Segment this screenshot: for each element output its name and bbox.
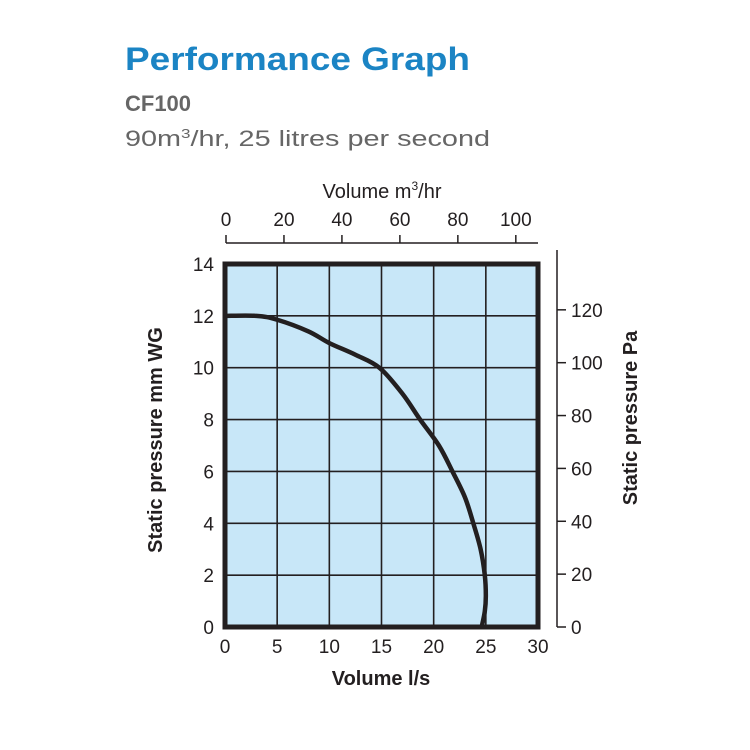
performance-curve bbox=[222, 313, 489, 630]
top-axis-label: Volume m3/hr bbox=[323, 179, 442, 203]
x-tick-label: 10 bbox=[319, 637, 340, 658]
y-tick-label: 4 bbox=[203, 514, 214, 535]
right-axis-ticks: 0 20 40 60 80 100 120 bbox=[556, 250, 603, 639]
right-axis-label: Static pressure Pa bbox=[620, 330, 642, 505]
x-tick-label: 5 bbox=[272, 637, 283, 658]
plot-frame bbox=[222, 261, 541, 630]
y-axis-label: Static pressure mm WG bbox=[145, 327, 167, 553]
right-tick-label: 100 bbox=[571, 354, 603, 375]
page-title: Performance Graph bbox=[125, 41, 470, 77]
subtitle-sup: 3 bbox=[181, 126, 190, 141]
x-tick-label: 30 bbox=[527, 637, 548, 658]
y-tick-label: 0 bbox=[203, 618, 214, 639]
model-name: CF100 bbox=[125, 91, 191, 116]
top-axis-label-post: /hr bbox=[418, 181, 442, 203]
y-tick-label: 6 bbox=[203, 462, 214, 483]
y-tick-label: 10 bbox=[193, 359, 214, 380]
top-axis-label-sup: 3 bbox=[411, 179, 418, 193]
top-tick-label: 40 bbox=[331, 210, 352, 231]
y-axis-ticks: 0 2 4 6 8 10 12 14 bbox=[193, 255, 215, 639]
right-tick-label: 40 bbox=[571, 512, 592, 533]
y-tick-label: 12 bbox=[193, 307, 214, 328]
y-tick-label: 2 bbox=[203, 566, 214, 587]
x-tick-label: 0 bbox=[220, 637, 231, 658]
top-tick-label: 0 bbox=[221, 210, 232, 231]
x-axis-label: Volume l/s bbox=[332, 668, 431, 690]
top-tick-label: 80 bbox=[447, 210, 468, 231]
top-tick-label: 100 bbox=[500, 210, 532, 231]
subtitle-post: /hr, 25 litres per second bbox=[191, 126, 490, 151]
top-tick-label: 20 bbox=[273, 210, 294, 231]
top-tick-label: 60 bbox=[389, 210, 410, 231]
right-tick-label: 0 bbox=[571, 618, 582, 639]
subtitle-pre: 90m bbox=[125, 126, 181, 151]
x-tick-label: 25 bbox=[475, 637, 496, 658]
x-tick-label: 15 bbox=[371, 637, 392, 658]
y-tick-label: 14 bbox=[193, 255, 215, 276]
top-axis-ticks: 0 20 40 60 80 100 bbox=[221, 210, 538, 244]
y-tick-label: 8 bbox=[203, 411, 214, 432]
right-tick-label: 20 bbox=[571, 565, 592, 586]
x-tick-label: 20 bbox=[423, 637, 444, 658]
right-tick-label: 60 bbox=[571, 459, 592, 480]
x-axis-ticks: 0 5 10 15 20 25 30 bbox=[220, 637, 549, 658]
right-tick-label: 120 bbox=[571, 301, 603, 322]
right-tick-label: 80 bbox=[571, 407, 592, 428]
subtitle: 90m 3/hr, 25 litres per second bbox=[125, 126, 490, 151]
top-axis-label-pre: Volume m bbox=[323, 181, 412, 203]
